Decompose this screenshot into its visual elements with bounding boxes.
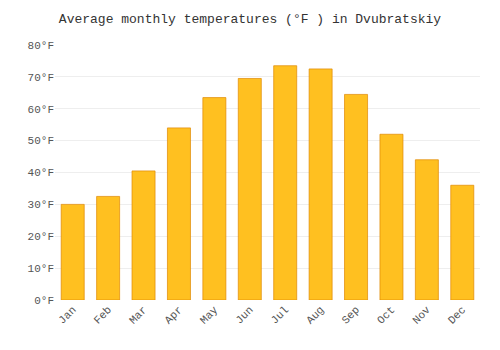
svg-text:80°F: 80°F (28, 40, 54, 52)
svg-text:70°F: 70°F (28, 72, 54, 84)
svg-text:Dec: Dec (446, 304, 468, 326)
svg-text:Feb: Feb (92, 304, 114, 326)
svg-text:Jan: Jan (56, 304, 78, 326)
svg-text:Average monthly temperatures (: Average monthly temperatures (°F ) in Dv… (59, 12, 441, 27)
svg-text:Nov: Nov (410, 304, 433, 327)
svg-text:Jun: Jun (233, 304, 255, 326)
svg-text:Mar: Mar (127, 304, 149, 326)
svg-text:60°F: 60°F (28, 104, 54, 116)
svg-text:50°F: 50°F (28, 135, 54, 147)
svg-text:Aug: Aug (304, 304, 326, 326)
svg-text:10°F: 10°F (28, 263, 54, 275)
svg-text:0°F: 0°F (34, 295, 54, 307)
svg-text:Apr: Apr (162, 304, 184, 326)
svg-text:20°F: 20°F (28, 231, 54, 243)
svg-text:Jul: Jul (269, 304, 291, 326)
svg-text:30°F: 30°F (28, 199, 54, 211)
svg-text:40°F: 40°F (28, 167, 54, 179)
svg-text:Oct: Oct (375, 304, 397, 326)
svg-text:Sep: Sep (340, 304, 362, 326)
svg-text:May: May (198, 304, 221, 327)
